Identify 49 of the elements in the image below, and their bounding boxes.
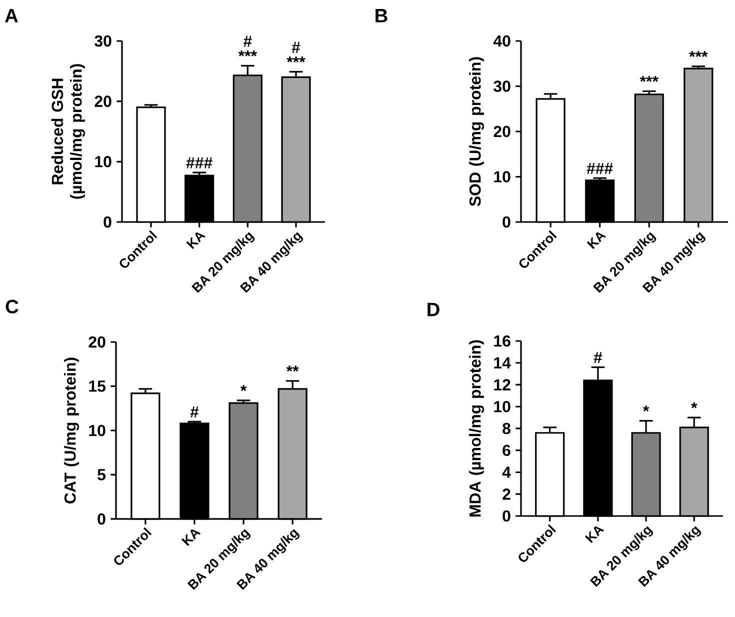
annotation: * xyxy=(642,406,650,412)
annotation: # xyxy=(243,36,252,47)
y-tick-label: 30 xyxy=(494,80,510,92)
y-tick-label: 10 xyxy=(89,424,106,436)
y-tick-label: 2 xyxy=(502,488,510,500)
annotation: *** xyxy=(640,76,658,82)
y-tick-label: 0 xyxy=(502,216,510,228)
y-tick-label: 20 xyxy=(88,336,106,348)
y-axis-title: SOD (U/mg protein) xyxy=(469,57,484,206)
annotation: * xyxy=(240,385,247,392)
chart-title: D xyxy=(428,302,440,316)
y-tick-label: 16 xyxy=(494,335,510,347)
chart-title: A xyxy=(5,9,18,22)
annotation: # xyxy=(190,406,199,418)
annotation: *** xyxy=(238,50,257,56)
y-tick-label: 8 xyxy=(502,422,510,434)
y-axis-title: Reduced GSH (µmol/mg protein) xyxy=(51,64,86,199)
x-tick-label: KA xyxy=(584,526,604,544)
annotation: ** xyxy=(286,366,299,372)
y-tick-label: 30 xyxy=(94,35,112,47)
y-tick-label: 6 xyxy=(502,444,510,456)
y-tick-label: 20 xyxy=(94,96,112,107)
annotation: # xyxy=(594,352,602,363)
y-tick-label: 4 xyxy=(502,466,511,478)
y-tick-label: 20 xyxy=(494,126,510,138)
y-tick-label: 0 xyxy=(104,216,112,228)
y-tick-label: 5 xyxy=(98,469,106,480)
y-tick-label: 40 xyxy=(493,35,510,47)
y-tick-label: 12 xyxy=(494,379,510,390)
y-tick-label: 0 xyxy=(98,513,106,525)
annotation: *** xyxy=(286,56,306,62)
y-axis-title: MDA (µmol/mg protein) xyxy=(469,340,484,516)
annotation: ### xyxy=(186,157,212,168)
y-tick-label: 10 xyxy=(494,171,510,182)
y-tick-label: 10 xyxy=(95,156,112,168)
annotation: *** xyxy=(689,51,708,58)
annotation: # xyxy=(292,42,300,53)
y-tick-label: 10 xyxy=(494,400,510,412)
y-tick-label: 15 xyxy=(89,380,106,392)
x-tick-label: KA xyxy=(586,232,606,250)
y-tick-label: 14 xyxy=(494,357,511,368)
y-axis-title: CAT (U/mg protein) xyxy=(64,358,80,504)
x-tick-label: KA xyxy=(186,232,206,250)
annotation: * xyxy=(691,402,698,408)
x-tick-label: KA xyxy=(181,529,201,546)
annotation: ### xyxy=(586,162,613,174)
y-tick-label: 0 xyxy=(502,510,510,522)
chart-title: B xyxy=(376,9,388,22)
chart-title: C xyxy=(6,300,18,314)
